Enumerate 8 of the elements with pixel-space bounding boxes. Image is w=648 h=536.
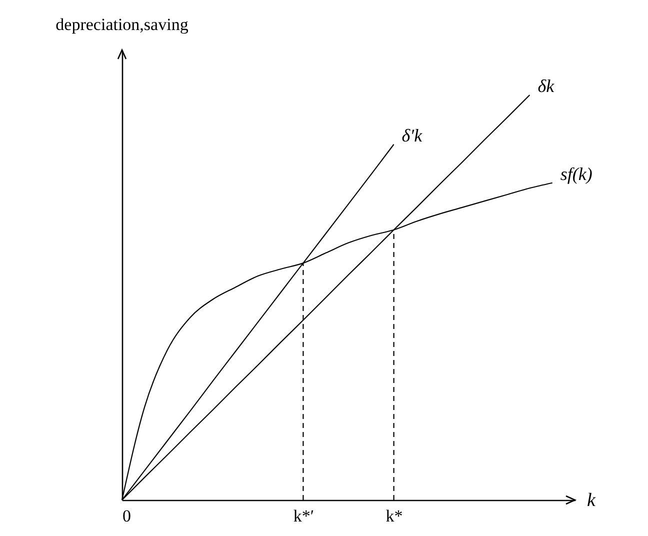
- series-label: δk: [538, 76, 556, 96]
- x-axis-title: k: [587, 490, 596, 511]
- y-axis-title: depreciation,saving: [56, 15, 189, 34]
- x-tick-label: k*′: [293, 506, 314, 526]
- series-label: sf(k): [560, 164, 592, 184]
- x-tick-label: 0: [122, 506, 131, 526]
- x-tick-label: k*: [386, 506, 403, 526]
- series-label: δ′k: [402, 125, 424, 146]
